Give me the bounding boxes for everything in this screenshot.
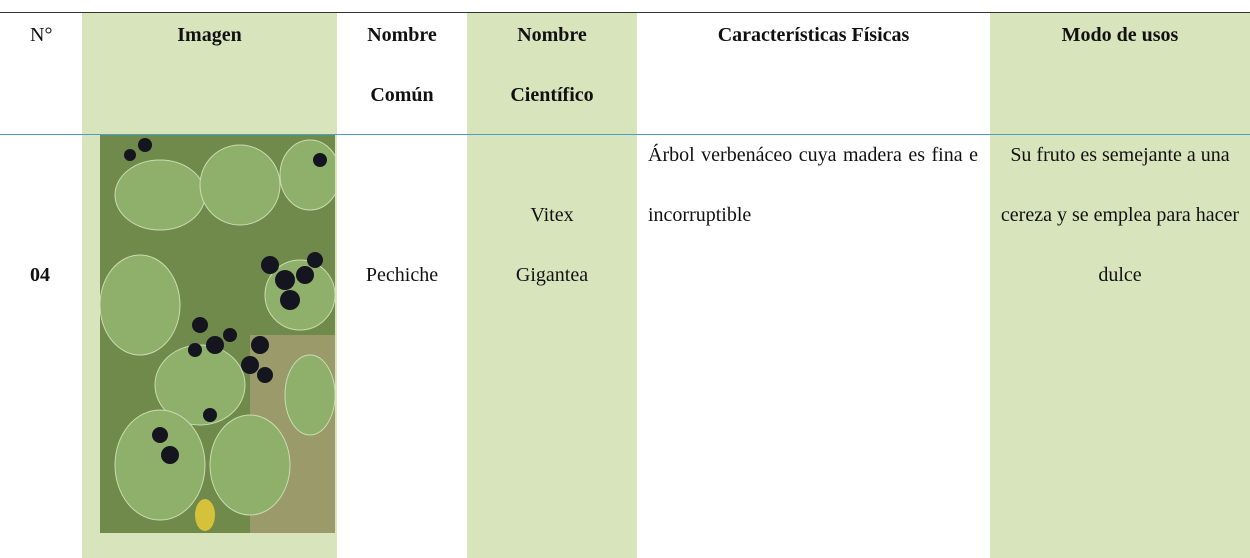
plant-photo bbox=[100, 135, 335, 533]
header-cell: Nombre Común bbox=[367, 24, 437, 106]
header-cell: N° bbox=[30, 24, 53, 46]
column-shade bbox=[990, 12, 1250, 558]
physical-features: Árbol verbenáceo cuya madera es fina e i… bbox=[648, 144, 978, 226]
common-name: Pechiche bbox=[365, 264, 439, 286]
top-rule bbox=[0, 12, 1250, 13]
header-rule bbox=[0, 134, 1250, 135]
usage: Su fruto es semejante a una cereza y se … bbox=[1000, 144, 1240, 286]
row-number: 04 bbox=[30, 264, 50, 286]
header-cell: Nombre Científico bbox=[510, 24, 594, 106]
column-shade bbox=[467, 12, 637, 558]
scientific-name: Vitex Gigantea bbox=[515, 204, 589, 286]
header-cell: Características Físicas bbox=[717, 24, 910, 46]
header-cell: Imagen bbox=[177, 24, 242, 46]
header-cell: Modo de usos bbox=[1061, 24, 1179, 46]
